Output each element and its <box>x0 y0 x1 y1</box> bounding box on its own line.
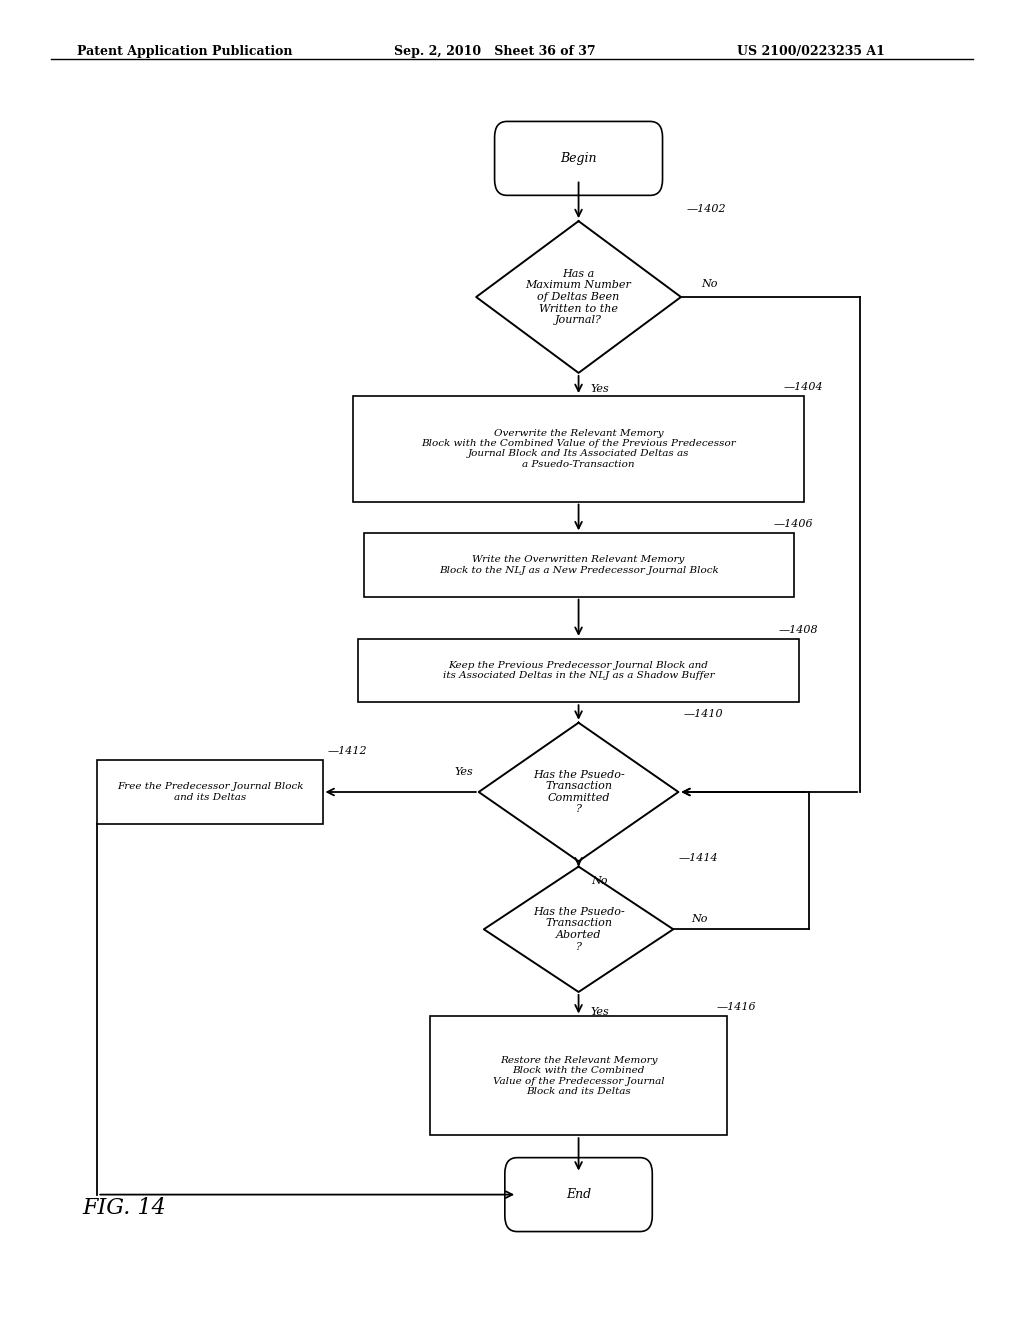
Text: Keep the Previous Predecessor Journal Block and
its Associated Deltas in the NLJ: Keep the Previous Predecessor Journal Bl… <box>442 661 715 680</box>
Text: FIG. 14: FIG. 14 <box>82 1197 166 1218</box>
FancyBboxPatch shape <box>364 533 794 597</box>
Text: —1408: —1408 <box>778 624 818 635</box>
Polygon shape <box>478 722 678 861</box>
Text: —1414: —1414 <box>678 853 718 863</box>
Text: Restore the Relevant Memory
Block with the Combined
Value of the Predecessor Jou: Restore the Relevant Memory Block with t… <box>493 1056 665 1096</box>
FancyBboxPatch shape <box>505 1158 652 1232</box>
Text: Has the Psuedo-
Transaction
Aborted
?: Has the Psuedo- Transaction Aborted ? <box>532 907 625 952</box>
FancyBboxPatch shape <box>495 121 663 195</box>
Text: No: No <box>692 913 709 924</box>
Text: Yes: Yes <box>455 767 473 777</box>
Text: Patent Application Publication: Patent Application Publication <box>77 45 292 58</box>
Polygon shape <box>483 867 674 993</box>
Text: No: No <box>701 279 718 289</box>
Text: —1416: —1416 <box>717 1002 757 1012</box>
FancyBboxPatch shape <box>430 1016 727 1135</box>
FancyBboxPatch shape <box>97 760 323 824</box>
Text: —1406: —1406 <box>773 519 813 529</box>
Text: Sep. 2, 2010   Sheet 36 of 37: Sep. 2, 2010 Sheet 36 of 37 <box>394 45 596 58</box>
Text: Has the Psuedo-
Transaction
Committed
?: Has the Psuedo- Transaction Committed ? <box>532 770 625 814</box>
Text: Free the Predecessor Journal Block
and its Deltas: Free the Predecessor Journal Block and i… <box>117 783 303 801</box>
Text: Overwrite the Relevant Memory
Block with the Combined Value of the Previous Pred: Overwrite the Relevant Memory Block with… <box>421 429 736 469</box>
Text: Write the Overwritten Relevant Memory
Block to the NLJ as a New Predecessor Jour: Write the Overwritten Relevant Memory Bl… <box>438 556 719 574</box>
FancyBboxPatch shape <box>358 639 799 702</box>
Text: No: No <box>591 876 607 886</box>
Text: Yes: Yes <box>591 1007 609 1016</box>
FancyBboxPatch shape <box>353 396 804 502</box>
Text: Has a
Maximum Number
of Deltas Been
Written to the
Journal?: Has a Maximum Number of Deltas Been Writ… <box>525 269 632 325</box>
Text: Yes: Yes <box>591 384 609 393</box>
Text: —1402: —1402 <box>686 205 726 214</box>
Text: —1412: —1412 <box>328 746 368 756</box>
Text: US 2100/0223235 A1: US 2100/0223235 A1 <box>737 45 885 58</box>
Text: Begin: Begin <box>560 152 597 165</box>
Polygon shape <box>476 220 681 372</box>
Text: End: End <box>566 1188 591 1201</box>
Text: —1404: —1404 <box>783 381 823 392</box>
Text: —1410: —1410 <box>684 709 723 718</box>
